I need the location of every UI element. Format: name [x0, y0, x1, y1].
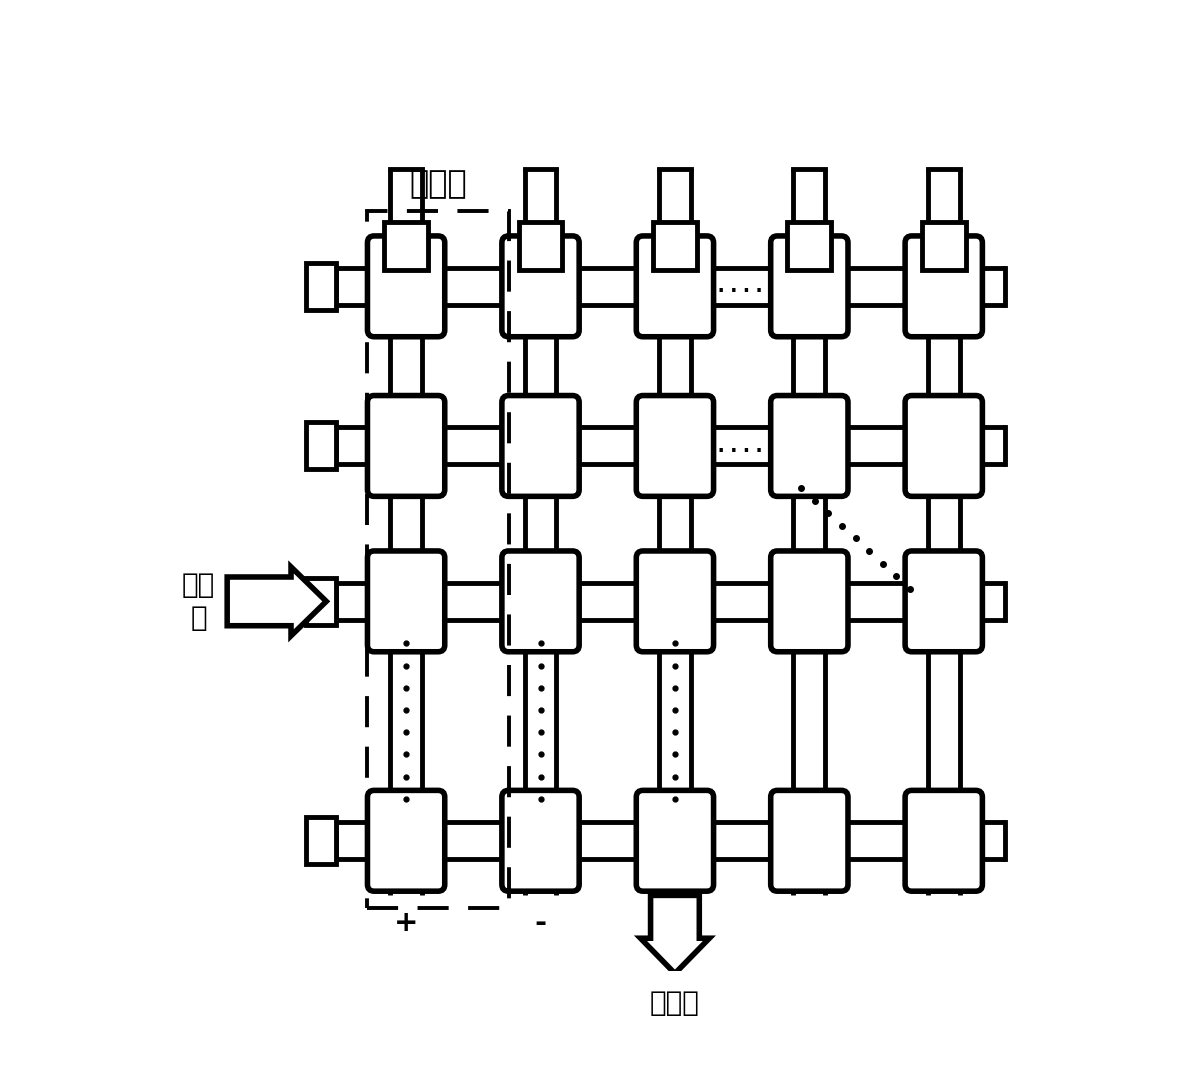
Text: 输出端: 输出端: [650, 990, 700, 1018]
FancyBboxPatch shape: [636, 396, 714, 496]
FancyBboxPatch shape: [770, 396, 848, 496]
FancyBboxPatch shape: [501, 551, 579, 651]
FancyBboxPatch shape: [905, 236, 983, 337]
Bar: [653, 223, 697, 269]
Bar: [788, 223, 831, 269]
Bar: [306, 578, 337, 625]
FancyBboxPatch shape: [770, 551, 848, 651]
FancyBboxPatch shape: [501, 790, 579, 891]
Bar: [306, 817, 337, 864]
Bar: [367, 211, 510, 908]
FancyArrow shape: [640, 896, 709, 973]
FancyBboxPatch shape: [501, 396, 579, 496]
FancyBboxPatch shape: [636, 790, 714, 891]
Text: ..........: ..........: [677, 276, 804, 297]
Text: +: +: [394, 909, 418, 937]
Bar: [384, 223, 427, 269]
FancyBboxPatch shape: [368, 396, 444, 496]
FancyBboxPatch shape: [501, 236, 579, 337]
FancyBboxPatch shape: [905, 790, 983, 891]
Text: 输入
端: 输入 端: [181, 572, 215, 632]
FancyBboxPatch shape: [368, 790, 444, 891]
Bar: [306, 422, 337, 469]
Bar: [518, 223, 562, 269]
Text: -: -: [535, 909, 547, 937]
FancyBboxPatch shape: [368, 236, 444, 337]
FancyBboxPatch shape: [770, 236, 848, 337]
FancyBboxPatch shape: [905, 396, 983, 496]
FancyBboxPatch shape: [770, 790, 848, 891]
Bar: [922, 223, 966, 269]
FancyBboxPatch shape: [636, 236, 714, 337]
FancyBboxPatch shape: [905, 551, 983, 651]
Text: ..........: ..........: [677, 436, 804, 456]
FancyBboxPatch shape: [636, 551, 714, 651]
FancyArrow shape: [227, 567, 326, 636]
Text: 差动对: 差动对: [410, 169, 467, 201]
FancyBboxPatch shape: [368, 551, 444, 651]
Bar: [306, 263, 337, 310]
